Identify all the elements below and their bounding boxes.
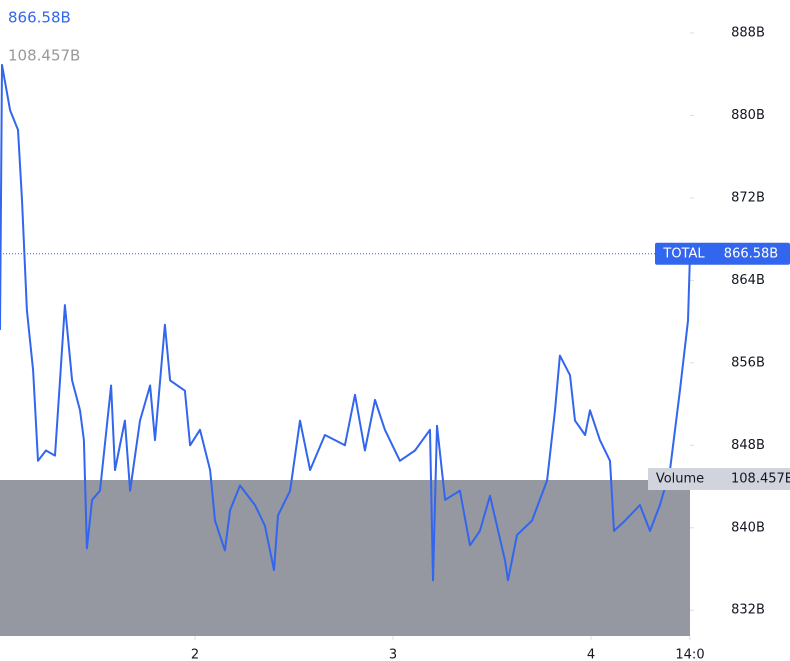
y-tick-label: 880B xyxy=(731,108,765,123)
volume-name: Volume xyxy=(656,472,704,487)
x-tick-label: 2 xyxy=(191,648,199,661)
y-tick-label: 840B xyxy=(731,520,765,535)
series-name: TOTAL xyxy=(662,246,705,261)
x-tick-label: 14:0 xyxy=(675,648,704,661)
volume-badge-label: 108.457B xyxy=(731,472,790,487)
y-tick-label: 872B xyxy=(731,190,765,205)
y-tick-label: 864B xyxy=(731,273,765,288)
volume-badge xyxy=(648,468,790,490)
x-tick-label: 4 xyxy=(587,648,595,661)
volume-value: 108.457B xyxy=(8,47,80,65)
x-tick-label: 3 xyxy=(389,648,397,661)
y-tick-label: 832B xyxy=(731,603,765,618)
y-tick-label: 848B xyxy=(731,438,765,453)
volume-area xyxy=(0,480,690,636)
series-last-label: 866.58B xyxy=(724,246,778,261)
y-tick-label: 856B xyxy=(731,355,765,370)
price-line xyxy=(0,63,691,582)
y-tick-label: 888B xyxy=(731,25,765,40)
series-badge xyxy=(655,242,790,265)
last-value: 866.58B xyxy=(8,9,71,27)
